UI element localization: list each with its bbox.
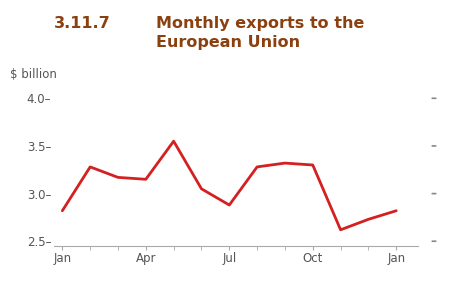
Text: 3.11.7: 3.11.7 bbox=[54, 16, 111, 31]
Text: $ billion: $ billion bbox=[10, 68, 57, 81]
Text: Monthly exports to the
European Union: Monthly exports to the European Union bbox=[156, 16, 364, 50]
